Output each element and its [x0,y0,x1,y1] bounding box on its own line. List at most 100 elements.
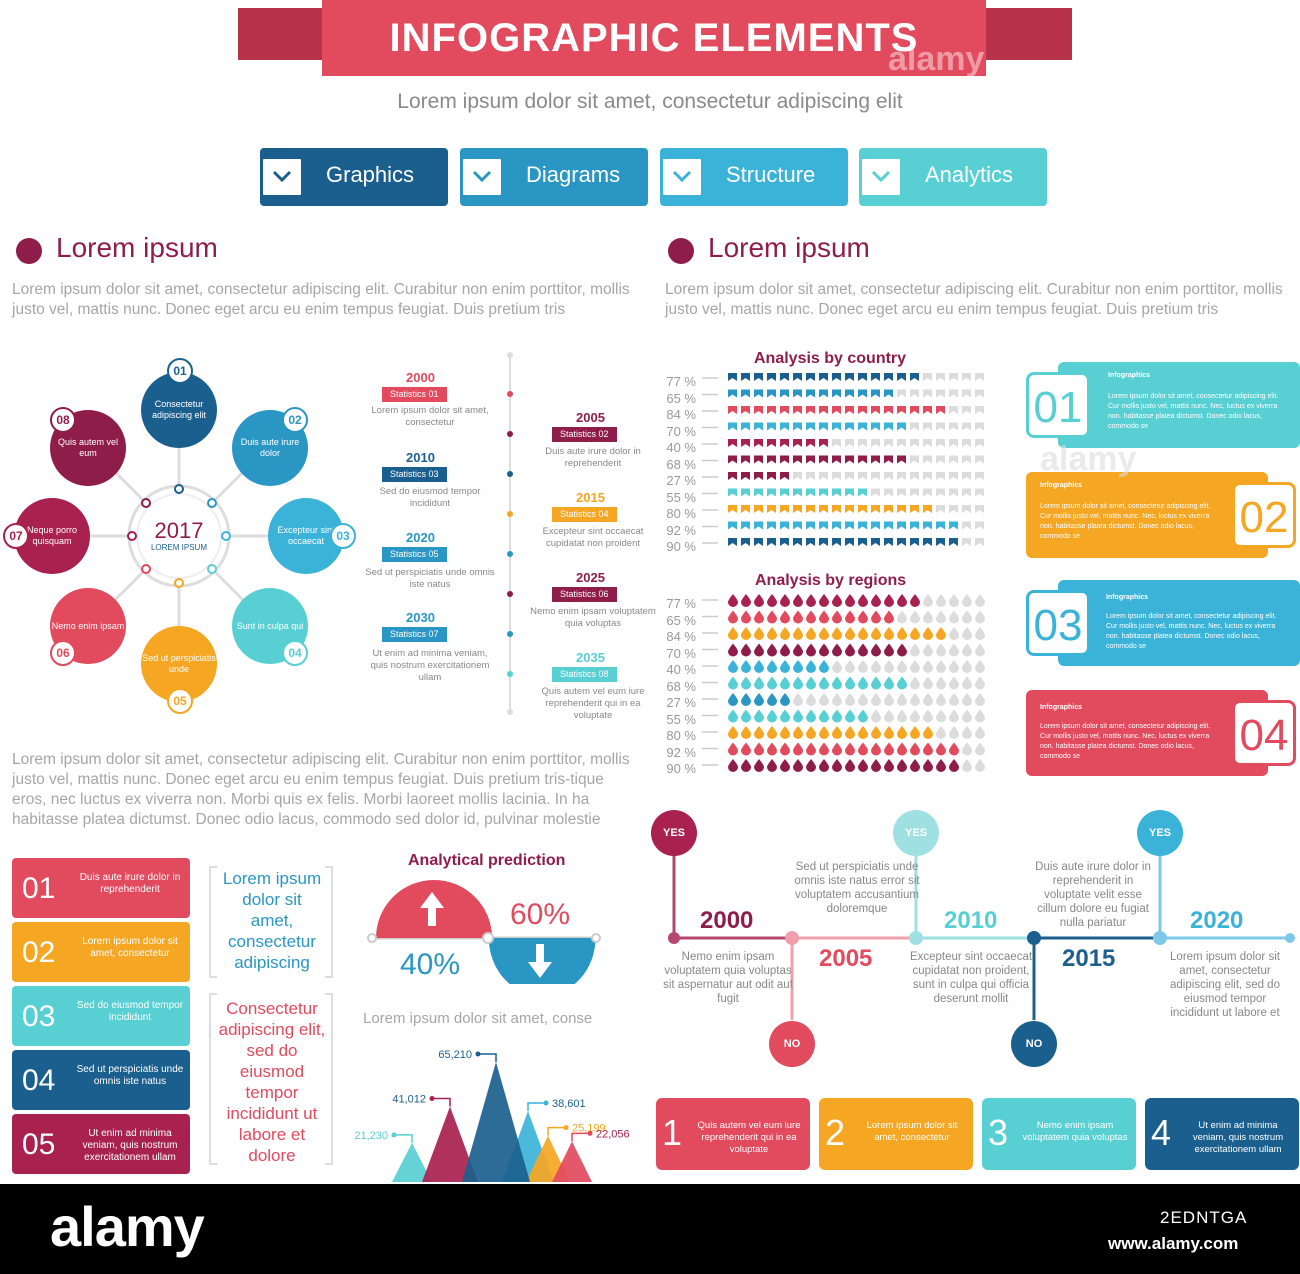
drop-icon [884,594,894,607]
drop-icon [754,726,764,739]
drop-icon [897,759,907,772]
tab-label: Analytics [925,162,1014,187]
drop-icon [910,610,920,624]
flag-icon [975,472,984,480]
drop-icon [858,693,868,706]
drop-icon [923,676,933,690]
tab-analytics[interactable]: Analytics [859,148,1047,206]
section-title-left: Lorem ipsum [56,232,218,263]
drop-icon [793,742,803,756]
flag-icon [741,538,750,546]
drop-icon [910,742,920,756]
drop-icon [897,660,907,673]
drop-icon [858,627,868,640]
drop-icon [741,759,751,772]
drop-icon [949,594,959,607]
drop-icon [793,759,803,772]
flag-icon [923,373,932,381]
drop-icon [793,594,803,607]
list-text: Lorem ipsum dolor sit amet, consectetur [82,936,178,959]
card-title: Infographics [1040,482,1083,489]
drop-icon [871,709,881,723]
drop-icon [923,742,933,756]
flag-icon [962,455,971,464]
drop-icon [910,594,920,607]
drop-icon [806,759,816,772]
footer-image-id: 2EDNTGA [1160,1208,1248,1227]
node-badge: 04 [282,640,308,666]
timeline-stat-label: Statistics 02 [552,427,617,442]
tab-diagrams[interactable]: Diagrams [460,148,648,206]
tab-structure[interactable]: Structure [660,148,848,206]
decision-timeline-lines [668,854,1295,1020]
drop-icon [871,726,881,739]
drop-icon [962,627,972,640]
flag-icon [780,439,789,447]
drop-icon [767,759,777,772]
timeline-stat-label: Statistics 04 [552,507,617,522]
flag-icon [923,505,932,513]
info-card-01 [1058,362,1300,448]
drop-icon [871,660,881,673]
flag-icon [858,406,867,414]
flag-icon [936,373,945,381]
drop-icon [910,676,920,690]
flag-icon [741,439,750,447]
flag-icon [962,373,971,381]
peak-leader-dot [587,1130,593,1136]
drop-icon [780,742,790,756]
drop-icon [936,660,946,673]
drop-icon [780,594,790,607]
flag-icon [728,505,737,513]
drop-icon [858,742,868,756]
drop-icon [975,726,985,739]
list-item-05: 05 Ut enim ad minima veniam, quis nostrum… [12,1114,190,1174]
flag-icon [819,472,828,480]
yes-node: YES [651,810,697,856]
flag-icon [780,373,789,381]
node-text: Quis autem vel eum [57,437,119,458]
drop-icon [728,742,738,756]
flag-icon [858,373,867,381]
drop-icon [884,627,894,640]
flag-icon [793,455,802,464]
flag-icon [871,422,880,431]
timeline-desc: Sed ut perspiciatis unde omnis iste natu… [365,567,495,590]
node-badge: 03 [330,523,356,549]
pct-label: 80 % [666,506,696,521]
drop-icon [754,759,764,772]
drop-icon [728,759,738,772]
tab-graphics[interactable]: Graphics [260,148,448,206]
flag-icon [897,538,906,546]
chevron-down-icon [660,156,704,198]
flag-icon [819,389,828,398]
drop-icon [780,676,790,690]
flag-icon [819,488,828,497]
flag-icon [897,488,906,497]
drop-icon [754,676,764,690]
callout-box-1: 1 Quis autem vel eum iure reprehenderit q… [656,1098,810,1170]
box-number: 2 [825,1112,846,1153]
region-drop-chart [702,594,985,772]
flag-icon [949,439,958,447]
drop-icon [884,660,894,673]
flag-icon [832,521,841,530]
flag-icon [936,422,945,431]
drop-icon [754,742,764,756]
flag-icon [858,422,867,431]
drop-icon [975,627,985,640]
flag-icon [780,538,789,546]
callout-box-3: 3 Nemo enim ipsam voluptatem quia volupta… [982,1098,1136,1170]
flag-icon [858,521,867,530]
flag-icon [728,389,737,398]
drop-icon [884,676,894,690]
section-title-right: Lorem ipsum [708,232,870,263]
pct-label: 40 % [666,440,696,455]
drop-icon [949,643,959,657]
flag-icon [806,422,815,431]
flag-icon [975,389,984,398]
stock-footer: alamy 2EDNTGA www.alamy.com [0,1184,1300,1274]
flag-icon [780,521,789,530]
flag-icon [845,406,854,414]
drop-icon [949,610,959,624]
